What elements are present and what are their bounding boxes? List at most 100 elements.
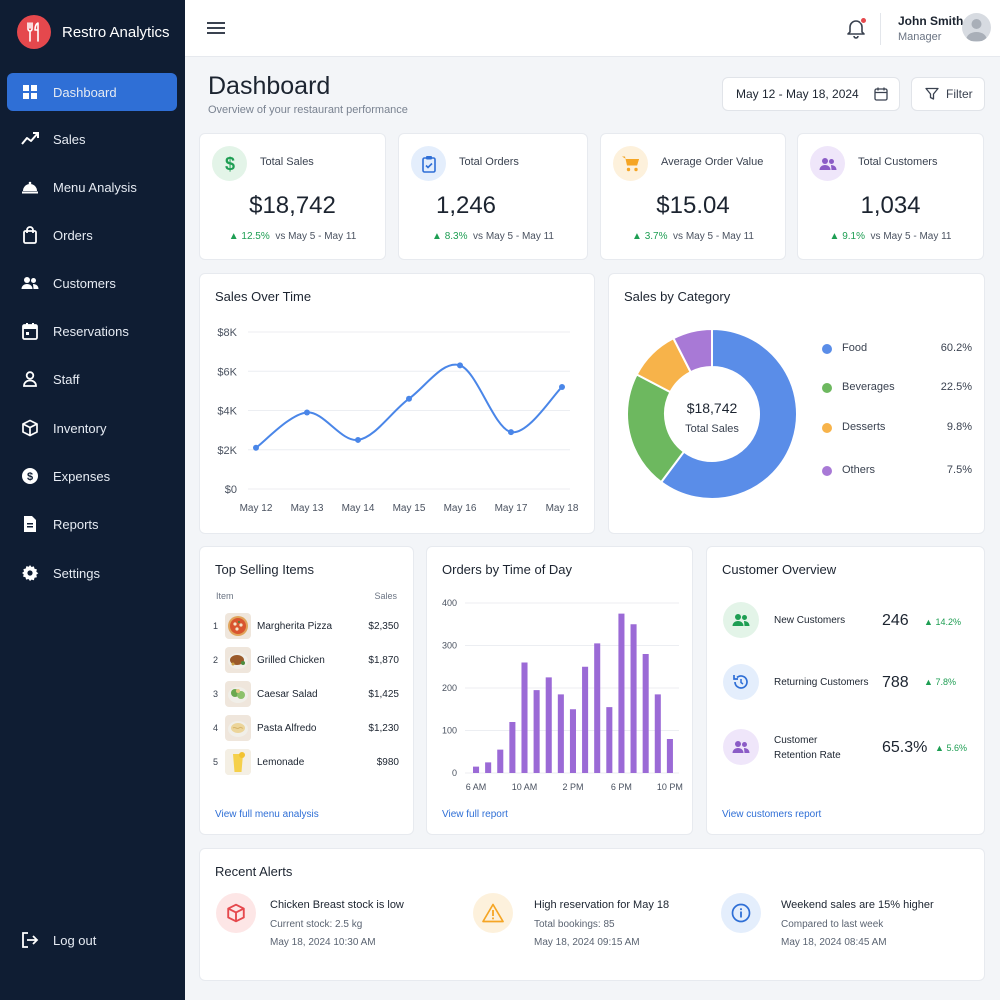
table-row[interactable]: 4 Pasta Alfredo $1,230 — [213, 715, 399, 741]
date-range-picker[interactable]: May 12 - May 18, 2024 — [722, 77, 900, 111]
sidebar-item-dashboard[interactable]: Dashboard — [7, 73, 177, 111]
kpi-value: 1,246 — [435, 192, 497, 219]
kpi-value: $18,742 — [249, 192, 336, 219]
salad-icon — [225, 681, 251, 707]
y-tick-label: 300 — [442, 641, 457, 651]
donut-slice — [659, 327, 798, 500]
view-full-menu-analysis-link[interactable]: View full menu analysis — [215, 809, 319, 820]
cart-icon — [613, 146, 648, 181]
sidebar-item-customers[interactable]: Customers — [7, 264, 177, 302]
sales-by-category-card: Sales by Category $18,742 Total Sales Foo… — [608, 273, 985, 534]
box-icon — [22, 419, 38, 437]
filter-button[interactable]: Filter — [911, 77, 985, 111]
kpi-value: 1,034 — [860, 192, 921, 219]
rank: 5 — [213, 757, 219, 767]
document-icon — [24, 516, 36, 532]
sidebar-item-label: Orders — [53, 227, 93, 243]
alert-subtitle: Current stock: 2.5 kg — [270, 919, 363, 930]
kpi-card-average-order-value: Average Order Value $15.04 ▲ 3.7% vs May… — [600, 133, 786, 260]
view-full-report-link[interactable]: View full report — [442, 809, 508, 820]
sidebar-item-expenses[interactable]: $ Expenses — [7, 457, 177, 495]
donut-center-label: Total Sales — [685, 423, 739, 435]
item-sales: $2,350 — [368, 621, 399, 632]
top-selling-items-card: Top Selling Items Item Sales 1 Margherit… — [199, 546, 414, 835]
change-value: 5.6% — [946, 743, 967, 753]
logout-button[interactable]: Log out — [7, 921, 177, 959]
new-customers-change: ▲ 14.2% — [924, 617, 961, 627]
table-row[interactable]: 5 Lemonade $980 — [213, 749, 399, 775]
sidebar-item-reports[interactable]: Reports — [7, 505, 177, 543]
chicken-icon — [225, 647, 251, 673]
sidebar-item-staff[interactable]: Staff — [7, 360, 177, 398]
returning-customers-change: ▲ 7.8% — [924, 677, 956, 687]
calendar-icon — [22, 323, 38, 340]
sidebar-item-label: Settings — [53, 565, 100, 581]
legend-item: Food 60.2% — [822, 341, 972, 357]
sidebar-item-reservations[interactable]: Reservations — [7, 312, 177, 350]
sidebar-item-settings[interactable]: Settings — [7, 554, 177, 592]
item-name: Grilled Chicken — [257, 655, 325, 666]
bar — [666, 739, 673, 773]
retention-rate-label: Customer Retention Rate — [774, 733, 841, 763]
kpi-card-total-orders: Total Orders 1,246 ▲ 8.3% vs May 5 - May… — [398, 133, 588, 260]
sidebar-item-sales[interactable]: Sales — [7, 120, 177, 158]
kpi-card-total-sales: $ Total Sales $18,742 ▲ 12.5% vs May 5 -… — [199, 133, 386, 260]
brand[interactable]: Restro Analytics — [0, 0, 185, 64]
x-tick-label: May 15 — [393, 503, 426, 514]
x-tick-label: 10 PM — [657, 782, 683, 792]
hamburger-menu-icon[interactable] — [207, 19, 225, 37]
x-tick-label: May 12 — [240, 503, 273, 514]
person-icon — [23, 371, 37, 387]
kpi-trend: ▲ 9.1% vs May 5 - May 11 — [798, 231, 983, 242]
bar — [533, 690, 540, 773]
clipboard-icon — [411, 146, 446, 181]
sidebar-item-menu-analysis[interactable]: Menu Analysis — [7, 168, 177, 206]
bar — [557, 694, 564, 773]
data-point — [457, 362, 463, 369]
alert-time: May 18, 2024 10:30 AM — [270, 937, 376, 948]
card-title: Customer Overview — [722, 562, 837, 577]
retention-rate-value: 65.3% — [882, 739, 928, 756]
legend-value: 7.5% — [946, 464, 972, 476]
view-customers-report-link[interactable]: View customers report — [722, 809, 822, 820]
x-tick-label: 6 AM — [466, 782, 487, 792]
data-point — [253, 444, 259, 451]
returning-customers-value: 788 — [882, 674, 909, 691]
notification-bell-icon[interactable] — [845, 17, 867, 39]
y-tick-label: $0 — [225, 484, 237, 496]
legend-item: Beverages 22.5% — [822, 380, 972, 396]
user-name[interactable]: John Smith — [898, 14, 964, 28]
bar — [497, 749, 504, 773]
bar — [545, 677, 552, 773]
kpi-card-total-customers: Total Customers 1,034 ▲ 9.1% vs May 5 - … — [797, 133, 984, 260]
bar — [521, 662, 528, 773]
item-sales: $1,230 — [368, 723, 399, 734]
y-tick-label: 200 — [442, 683, 457, 693]
alert-title: Chicken Breast stock is low — [270, 899, 404, 911]
legend-dot — [822, 344, 832, 354]
svg-text:$: $ — [224, 154, 234, 174]
filter-label: Filter — [946, 87, 973, 101]
table-row[interactable]: 3 Caesar Salad $1,425 — [213, 681, 399, 707]
table-row[interactable]: 1 Margherita Pizza $2,350 — [213, 613, 399, 639]
bar — [473, 766, 480, 773]
arrow-up-icon: ▲ — [924, 677, 933, 687]
bar — [654, 694, 661, 773]
avatar[interactable] — [962, 13, 991, 42]
date-range-label: May 12 - May 18, 2024 — [736, 87, 859, 101]
divider — [880, 13, 881, 45]
sidebar-item-inventory[interactable]: Inventory — [7, 409, 177, 447]
card-title: Sales by Category — [624, 289, 731, 304]
bar — [594, 643, 601, 773]
kpi-trend: ▲ 8.3% vs May 5 - May 11 — [399, 231, 587, 242]
box-icon — [216, 893, 256, 933]
kpi-compare: vs May 5 - May 11 — [275, 231, 357, 242]
sidebar-item-orders[interactable]: Orders — [7, 216, 177, 254]
users-icon — [723, 602, 759, 638]
arrow-up-icon: ▲ — [935, 743, 944, 753]
sidebar: Restro Analytics Dashboard Sales Menu An… — [0, 0, 185, 1000]
user-role: Manager — [898, 31, 942, 43]
bar — [485, 762, 492, 773]
card-title: Recent Alerts — [215, 864, 293, 879]
table-row[interactable]: 2 Grilled Chicken $1,870 — [213, 647, 399, 673]
